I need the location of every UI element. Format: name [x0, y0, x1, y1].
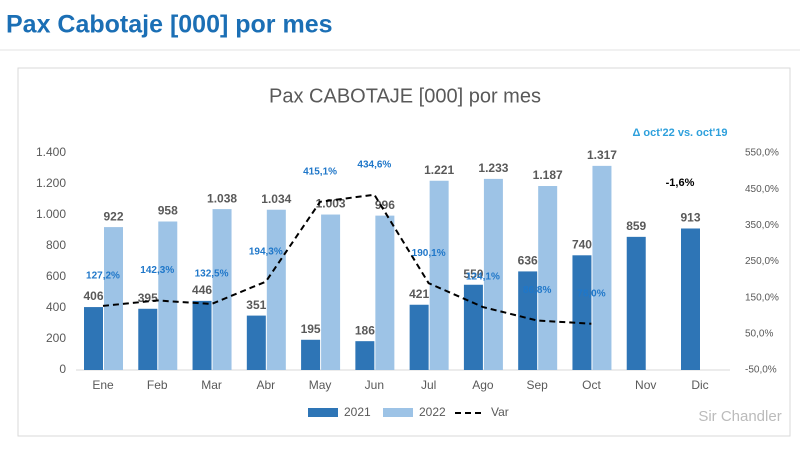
annotation: -1,6% [666, 177, 695, 189]
value-label: 922 [103, 209, 123, 223]
value-label: 996 [375, 198, 395, 212]
value-label: 351 [246, 298, 266, 312]
value-label: 958 [158, 204, 178, 218]
x-tick-label: Abr [256, 378, 275, 392]
bar [212, 209, 232, 370]
x-tick-label: Ene [92, 378, 114, 392]
value-label: 740 [572, 237, 592, 251]
chart-frame [17, 67, 791, 437]
bar [592, 165, 612, 370]
value-label: 550 [463, 267, 483, 281]
y2-tick-label: 150,0% [745, 292, 779, 303]
y2-tick-label: 250,0% [745, 256, 779, 267]
bar [681, 228, 700, 370]
line-label: 194,3% [249, 246, 283, 257]
line-label: 415,1% [303, 166, 337, 177]
bar [375, 215, 395, 370]
value-label: 195 [301, 322, 321, 336]
value-label: 421 [409, 287, 429, 301]
line-label: 127,2% [86, 271, 120, 282]
x-tick-label: Feb [147, 378, 168, 392]
y-tick-label: 1.000 [36, 207, 66, 221]
y-tick-label: 400 [46, 300, 66, 314]
x-tick-label: Oct [582, 378, 601, 392]
line [102, 193, 592, 325]
y2-tick-label: 350,0% [745, 220, 779, 231]
value-label: 406 [83, 289, 103, 303]
bar [572, 255, 592, 370]
line-label: 86,8% [523, 285, 551, 296]
line-label: 434,6% [357, 159, 391, 170]
line-label: 132,5% [195, 269, 229, 280]
bar [138, 308, 158, 370]
value-label: 1.233 [478, 161, 508, 175]
line-label: 78,0% [577, 288, 605, 299]
bar [321, 214, 341, 370]
value-label: 636 [518, 254, 538, 268]
watermark: Sir Chandler [698, 408, 781, 425]
bar [266, 209, 286, 370]
value-label: 1.034 [261, 192, 291, 206]
value-label: 913 [680, 211, 700, 225]
value-label: 446 [192, 283, 212, 297]
value-label: 859 [626, 219, 646, 233]
legend-swatch [383, 408, 413, 417]
value-label: 186 [355, 323, 375, 337]
y2-tick-label: -50,0% [745, 365, 777, 376]
y-tick-label: 600 [46, 269, 66, 283]
value-label: 1.221 [424, 163, 454, 177]
bar [158, 221, 178, 370]
value-label: 1.187 [533, 168, 563, 182]
slide-title: Pax Cabotaje [000] por mes [6, 11, 333, 39]
bar [409, 304, 429, 370]
value-label: 1.038 [207, 191, 237, 205]
x-tick-label: Dic [691, 378, 708, 392]
y2-tick-label: 450,0% [745, 184, 779, 195]
bar [301, 339, 321, 370]
y-tick-label: 200 [46, 331, 66, 345]
y2-tick-label: 550,0% [745, 148, 779, 159]
y-tick-label: 1.200 [36, 176, 66, 190]
bar [626, 236, 646, 370]
bar [538, 186, 558, 370]
value-label: 395 [138, 291, 158, 305]
y2-tick-label: 50,0% [745, 328, 773, 339]
x-tick-label: Nov [635, 378, 656, 392]
line-label: 124,1% [466, 272, 500, 283]
bar [246, 315, 266, 370]
bar [429, 180, 449, 370]
bar [355, 341, 375, 370]
legend-label: 2021 [344, 405, 371, 419]
y-tick-label: 800 [46, 238, 66, 252]
x-tick-label: Jul [421, 378, 436, 392]
bar [192, 300, 212, 370]
legend-label: Var [491, 405, 509, 419]
value-label: 1.317 [587, 148, 617, 162]
line-label: 142,3% [140, 265, 174, 276]
y-tick-label: 1.400 [36, 145, 66, 159]
x-tick-label: Jun [365, 378, 384, 392]
annotation: Δ oct'22 vs. oct'19 [632, 127, 727, 139]
x-tick-label: Sep [527, 378, 549, 392]
bar [84, 307, 103, 370]
y-tick-label: 0 [59, 362, 66, 376]
x-tick-label: May [309, 378, 332, 392]
line-label: 190,1% [412, 248, 446, 259]
x-tick-label: Ago [472, 378, 494, 392]
x-tick-label: Mar [201, 378, 222, 392]
bar [483, 178, 503, 370]
bar [518, 271, 538, 370]
legend-label: 2022 [419, 405, 446, 419]
bar [104, 227, 123, 370]
bar [463, 284, 483, 370]
legend-swatch [308, 408, 338, 417]
chart-title: Pax CABOTAJE [000] por mes [269, 85, 541, 107]
